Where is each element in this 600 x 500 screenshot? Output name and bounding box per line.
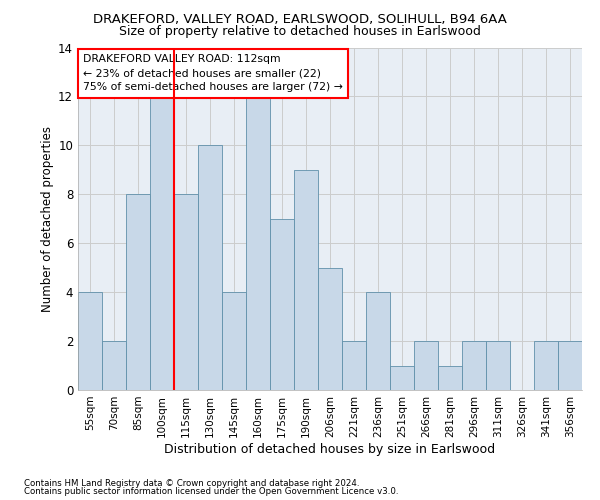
- Bar: [462, 341, 486, 390]
- Text: Size of property relative to detached houses in Earlswood: Size of property relative to detached ho…: [119, 25, 481, 38]
- Bar: [246, 96, 270, 390]
- Text: Contains public sector information licensed under the Open Government Licence v3: Contains public sector information licen…: [24, 487, 398, 496]
- Bar: [294, 170, 318, 390]
- Bar: [198, 146, 222, 390]
- Bar: [414, 341, 438, 390]
- Bar: [126, 194, 150, 390]
- Text: DRAKEFORD VALLEY ROAD: 112sqm
← 23% of detached houses are smaller (22)
75% of s: DRAKEFORD VALLEY ROAD: 112sqm ← 23% of d…: [83, 54, 343, 92]
- Bar: [390, 366, 414, 390]
- Text: DRAKEFORD, VALLEY ROAD, EARLSWOOD, SOLIHULL, B94 6AA: DRAKEFORD, VALLEY ROAD, EARLSWOOD, SOLIH…: [93, 12, 507, 26]
- Bar: [222, 292, 246, 390]
- Y-axis label: Number of detached properties: Number of detached properties: [41, 126, 54, 312]
- Bar: [102, 341, 126, 390]
- X-axis label: Distribution of detached houses by size in Earlswood: Distribution of detached houses by size …: [164, 442, 496, 456]
- Bar: [438, 366, 462, 390]
- Bar: [486, 341, 510, 390]
- Bar: [534, 341, 558, 390]
- Bar: [78, 292, 102, 390]
- Text: Contains HM Land Registry data © Crown copyright and database right 2024.: Contains HM Land Registry data © Crown c…: [24, 478, 359, 488]
- Bar: [558, 341, 582, 390]
- Bar: [318, 268, 342, 390]
- Bar: [366, 292, 390, 390]
- Bar: [150, 96, 174, 390]
- Bar: [174, 194, 198, 390]
- Bar: [270, 219, 294, 390]
- Bar: [342, 341, 366, 390]
